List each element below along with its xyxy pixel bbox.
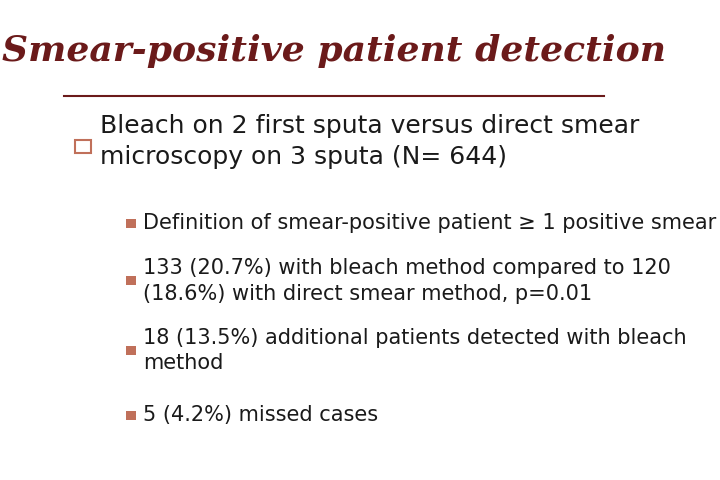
Text: Smear-positive patient detection: Smear-positive patient detection bbox=[2, 34, 666, 68]
FancyBboxPatch shape bbox=[126, 219, 136, 228]
Text: 5 (4.2%) missed cases: 5 (4.2%) missed cases bbox=[143, 405, 378, 425]
FancyBboxPatch shape bbox=[126, 346, 136, 355]
FancyBboxPatch shape bbox=[126, 411, 136, 420]
Text: 18 (13.5%) additional patients detected with bleach
method: 18 (13.5%) additional patients detected … bbox=[143, 327, 687, 373]
FancyBboxPatch shape bbox=[76, 140, 91, 153]
Text: 133 (20.7%) with bleach method compared to 120
(18.6%) with direct smear method,: 133 (20.7%) with bleach method compared … bbox=[143, 258, 671, 304]
FancyBboxPatch shape bbox=[126, 276, 136, 285]
Text: Definition of smear-positive patient ≥ 1 positive smear: Definition of smear-positive patient ≥ 1… bbox=[143, 213, 716, 233]
Text: Bleach on 2 first sputa versus direct smear
microscopy on 3 sputa (N= 644): Bleach on 2 first sputa versus direct sm… bbox=[99, 114, 639, 169]
